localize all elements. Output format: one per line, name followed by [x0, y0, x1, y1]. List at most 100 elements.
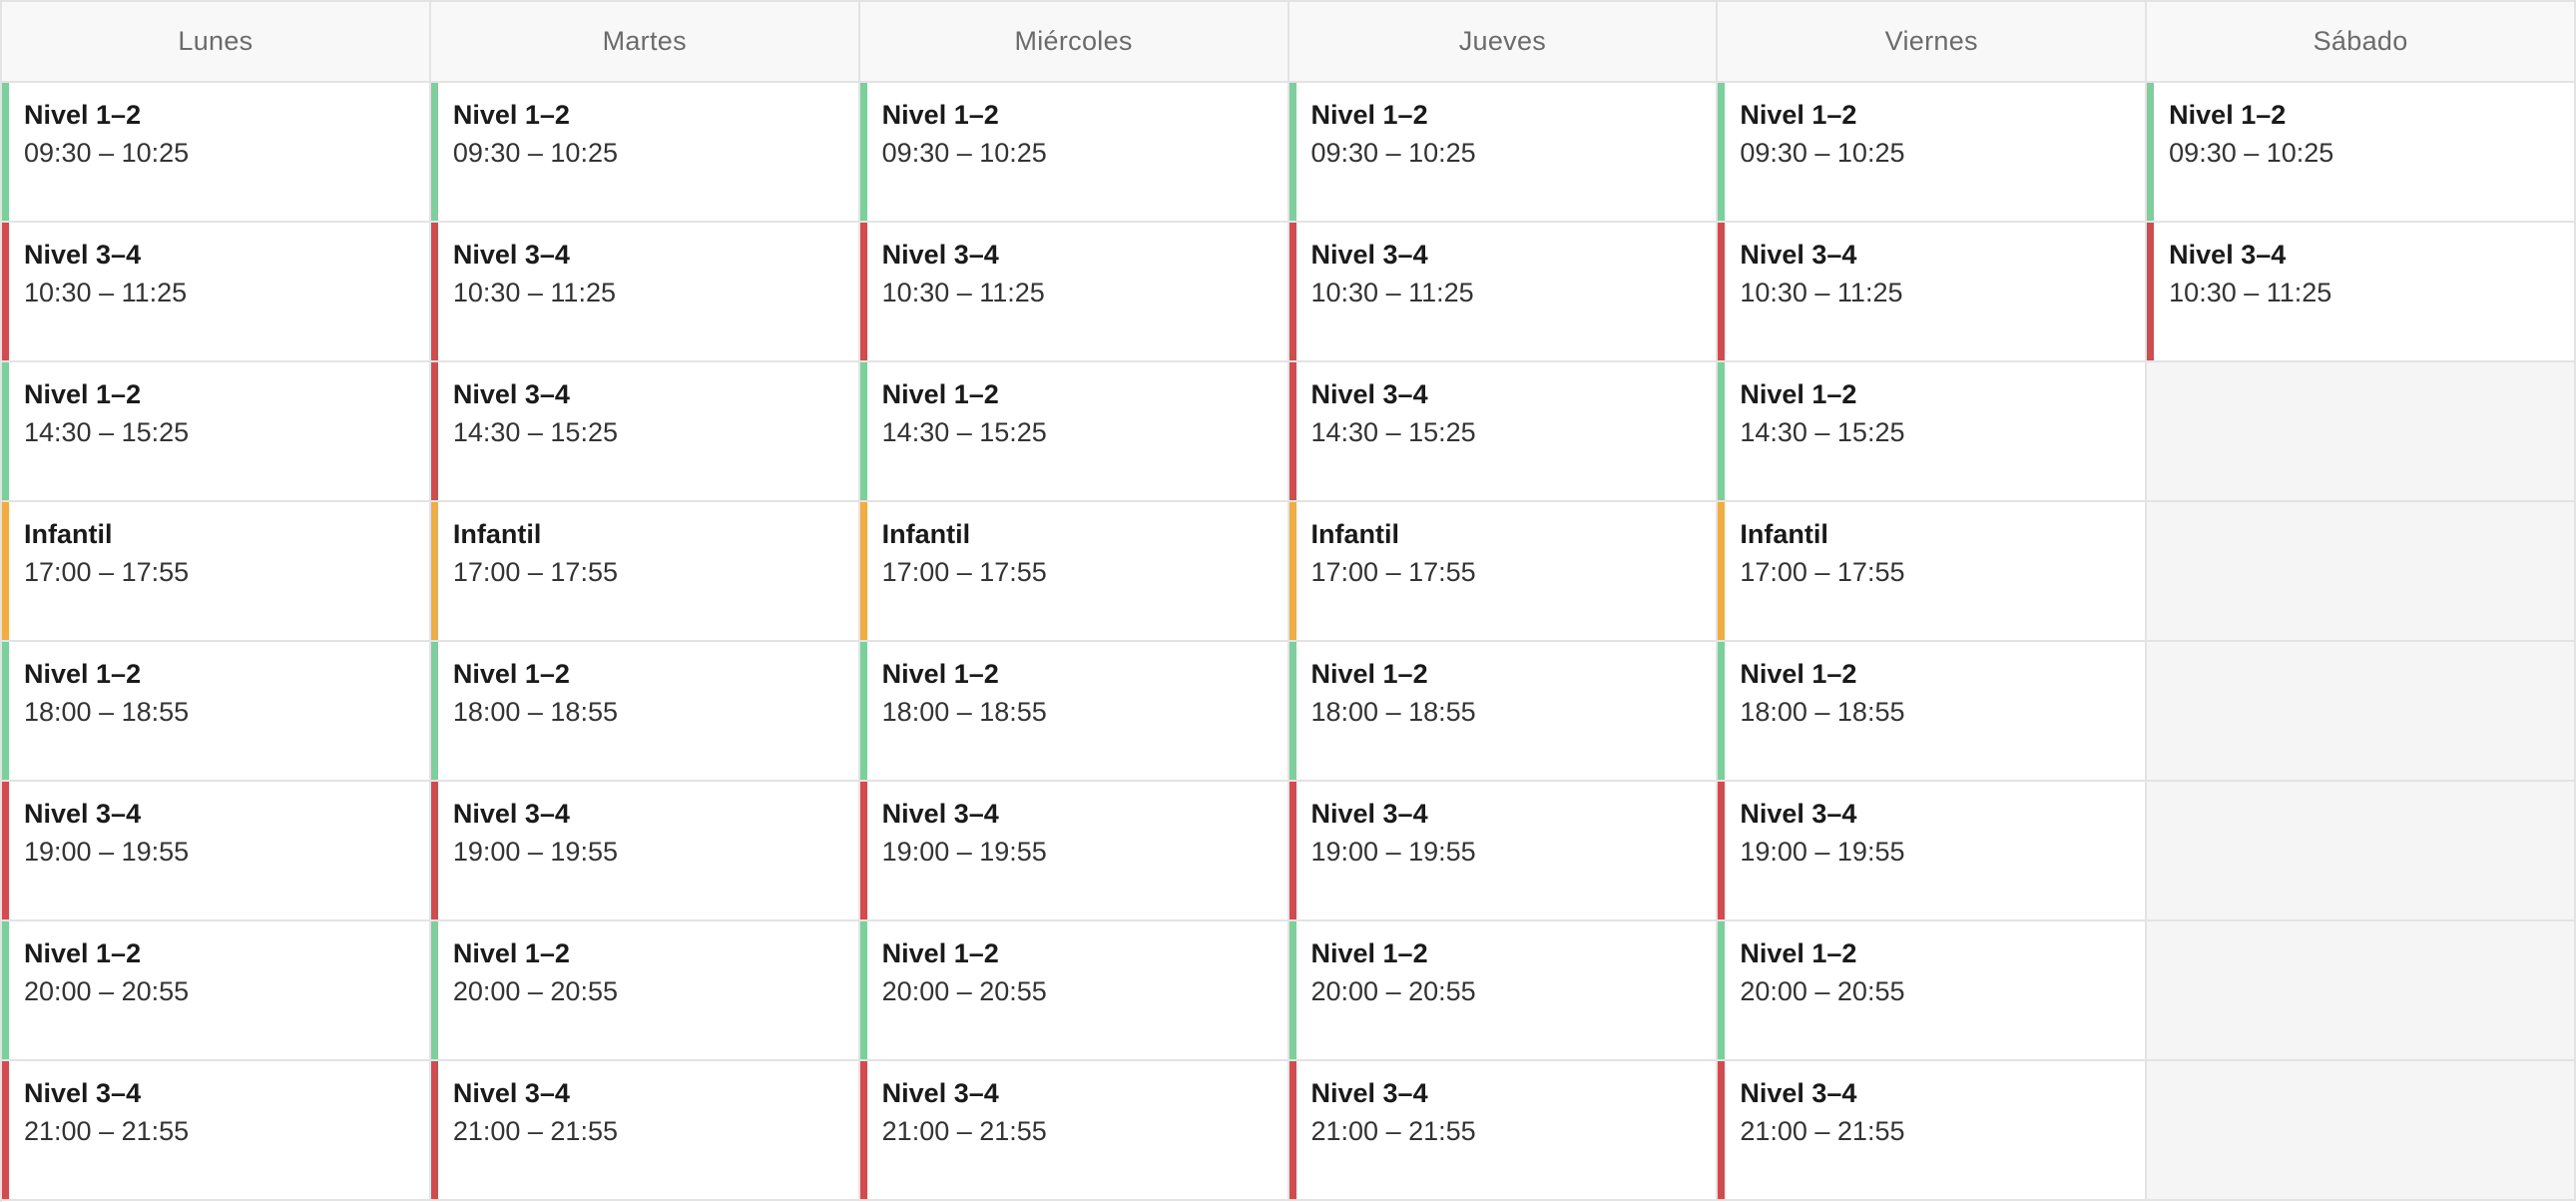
class-slot[interactable]: Nivel 3–4 19:00 – 19:55 [1288, 782, 1719, 921]
class-time: 17:00 – 17:55 [452, 557, 618, 587]
class-slot[interactable]: Nivel 3–4 10:30 – 11:25 [2, 223, 431, 362]
level-color-bar [1288, 83, 1296, 221]
level-color-bar [430, 1061, 438, 1199]
class-slot[interactable]: Nivel 3–4 21:00 – 21:55 [1718, 1061, 2148, 1201]
class-slot[interactable]: Infantil 17:00 – 17:55 [1288, 502, 1719, 642]
class-slot[interactable]: Nivel 3–4 10:30 – 11:25 [2147, 223, 2576, 362]
level-color-bar [1718, 782, 1726, 919]
class-title: Nivel 1–2 [1310, 100, 1428, 130]
class-slot[interactable]: Nivel 1–2 18:00 – 18:55 [1288, 642, 1719, 782]
class-time: 14:30 – 15:25 [1740, 417, 1905, 447]
class-slot[interactable]: Infantil 17:00 – 17:55 [2, 502, 431, 642]
class-title: Nivel 3–4 [452, 379, 570, 409]
level-color-bar [2, 362, 9, 500]
class-time: 14:30 – 15:25 [1310, 417, 1476, 447]
level-color-bar [2, 921, 9, 1059]
class-slot[interactable]: Nivel 3–4 10:30 – 11:25 [1718, 223, 2148, 362]
day-header: Jueves [1288, 2, 1719, 83]
class-time: 17:00 – 17:55 [1740, 557, 1905, 587]
class-slot[interactable]: Nivel 3–4 10:30 – 11:25 [430, 223, 860, 362]
class-time: 18:00 – 18:55 [1740, 697, 1905, 727]
class-slot[interactable]: Nivel 3–4 21:00 – 21:55 [1288, 1061, 1719, 1201]
class-slot[interactable]: Nivel 1–2 18:00 – 18:55 [2, 642, 431, 782]
class-slot[interactable]: Nivel 3–4 14:30 – 15:25 [1288, 362, 1719, 502]
class-slot[interactable]: Nivel 1–2 09:30 – 10:25 [1718, 83, 2148, 223]
class-time: 10:30 – 11:25 [1310, 278, 1474, 307]
class-slot[interactable]: Nivel 3–4 21:00 – 21:55 [430, 1061, 860, 1201]
class-time: 19:00 – 19:55 [1740, 837, 1905, 867]
class-title: Infantil [881, 519, 971, 549]
class-slot[interactable]: Nivel 1–2 09:30 – 10:25 [1288, 83, 1719, 223]
class-title: Nivel 1–2 [1310, 659, 1428, 689]
class-slot[interactable]: Nivel 1–2 14:30 – 15:25 [1718, 362, 2148, 502]
day-header: Miércoles [859, 2, 1289, 83]
class-slot[interactable]: Nivel 1–2 09:30 – 10:25 [2147, 83, 2576, 223]
class-title: Nivel 1–2 [1740, 100, 1857, 130]
class-time: 09:30 – 10:25 [881, 138, 1047, 168]
class-slot[interactable]: Nivel 1–2 20:00 – 20:55 [1718, 921, 2148, 1061]
class-slot[interactable]: Nivel 1–2 09:30 – 10:25 [859, 83, 1289, 223]
class-slot[interactable]: Nivel 3–4 21:00 – 21:55 [2, 1061, 431, 1201]
class-title: Nivel 1–2 [24, 100, 142, 130]
level-color-bar [859, 223, 867, 360]
class-title: Nivel 3–4 [24, 1078, 142, 1108]
class-time: 21:00 – 21:55 [24, 1116, 190, 1146]
empty-slot [2147, 921, 2576, 1061]
class-slot[interactable]: Nivel 3–4 10:30 – 11:25 [1288, 223, 1719, 362]
level-color-bar [2, 223, 9, 360]
class-slot[interactable]: Nivel 3–4 10:30 – 11:25 [859, 223, 1289, 362]
day-header: Lunes [2, 2, 431, 83]
class-slot[interactable]: Nivel 1–2 09:30 – 10:25 [430, 83, 860, 223]
class-slot[interactable]: Nivel 1–2 14:30 – 15:25 [2, 362, 431, 502]
level-color-bar [2, 83, 9, 221]
class-slot[interactable]: Infantil 17:00 – 17:55 [1718, 502, 2148, 642]
class-slot[interactable]: Nivel 3–4 19:00 – 19:55 [430, 782, 860, 921]
day-header: Sábado [2147, 2, 2576, 83]
class-time: 18:00 – 18:55 [1310, 697, 1476, 727]
class-time: 21:00 – 21:55 [1310, 1116, 1476, 1146]
level-color-bar [1288, 223, 1296, 360]
class-title: Nivel 3–4 [1310, 240, 1428, 270]
class-slot[interactable]: Nivel 1–2 14:30 – 15:25 [859, 362, 1289, 502]
level-color-bar [2147, 83, 2155, 221]
class-time: 20:00 – 20:55 [881, 976, 1047, 1006]
class-time: 21:00 – 21:55 [452, 1116, 618, 1146]
class-slot[interactable]: Nivel 3–4 14:30 – 15:25 [430, 362, 860, 502]
class-time: 21:00 – 21:55 [881, 1116, 1047, 1146]
level-color-bar [2, 782, 9, 919]
class-title: Nivel 1–2 [24, 379, 142, 409]
level-color-bar [859, 642, 867, 780]
level-color-bar [1288, 921, 1296, 1059]
class-slot[interactable]: Nivel 1–2 20:00 – 20:55 [430, 921, 860, 1061]
class-slot[interactable]: Nivel 1–2 20:00 – 20:55 [859, 921, 1289, 1061]
class-slot[interactable]: Nivel 1–2 20:00 – 20:55 [2, 921, 431, 1061]
class-slot[interactable]: Nivel 1–2 18:00 – 18:55 [1718, 642, 2148, 782]
class-slot[interactable]: Infantil 17:00 – 17:55 [859, 502, 1289, 642]
level-color-bar [1288, 502, 1296, 640]
class-title: Nivel 1–2 [881, 100, 999, 130]
class-time: 14:30 – 15:25 [24, 417, 190, 447]
class-slot[interactable]: Nivel 1–2 20:00 – 20:55 [1288, 921, 1719, 1061]
class-slot[interactable]: Nivel 3–4 19:00 – 19:55 [2, 782, 431, 921]
class-time: 18:00 – 18:55 [881, 697, 1047, 727]
class-slot[interactable]: Nivel 1–2 18:00 – 18:55 [430, 642, 860, 782]
class-title: Nivel 3–4 [24, 799, 142, 829]
class-title: Nivel 3–4 [1310, 799, 1428, 829]
level-color-bar [430, 642, 438, 780]
class-slot[interactable]: Nivel 3–4 19:00 – 19:55 [1718, 782, 2148, 921]
level-color-bar [859, 362, 867, 500]
class-slot[interactable]: Nivel 1–2 09:30 – 10:25 [2, 83, 431, 223]
class-slot[interactable]: Nivel 1–2 18:00 – 18:55 [859, 642, 1289, 782]
level-color-bar [2, 642, 9, 780]
class-slot[interactable]: Nivel 3–4 21:00 – 21:55 [859, 1061, 1289, 1201]
class-time: 09:30 – 10:25 [1740, 138, 1905, 168]
class-time: 09:30 – 10:25 [452, 138, 618, 168]
class-title: Nivel 3–4 [1740, 799, 1857, 829]
class-time: 19:00 – 19:55 [1310, 837, 1476, 867]
class-title: Nivel 1–2 [2169, 100, 2287, 130]
level-color-bar [1718, 921, 1726, 1059]
class-slot[interactable]: Infantil 17:00 – 17:55 [430, 502, 860, 642]
class-title: Nivel 3–4 [1740, 1078, 1857, 1108]
level-color-bar [859, 83, 867, 221]
class-slot[interactable]: Nivel 3–4 19:00 – 19:55 [859, 782, 1289, 921]
